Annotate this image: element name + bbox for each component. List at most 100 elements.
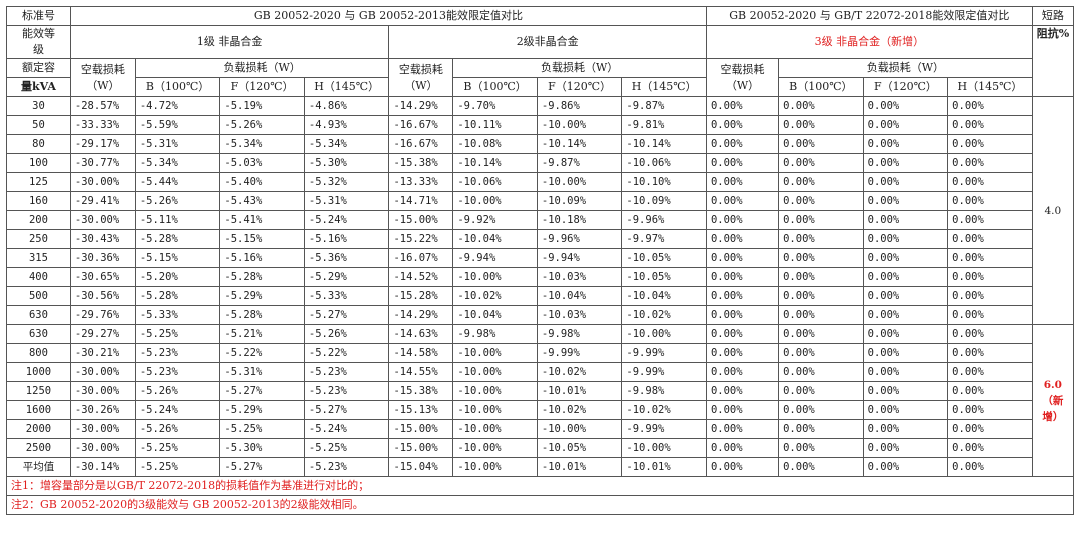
impedance-text: 增） — [1042, 410, 1064, 423]
value-cell: 0.00% — [947, 210, 1033, 230]
value-cell: -5.28% — [219, 305, 305, 325]
value-cell: -10.05% — [621, 248, 707, 268]
value-cell: -10.01% — [621, 457, 707, 477]
value-cell: -10.00% — [452, 362, 538, 382]
value-cell: -5.43% — [219, 191, 305, 211]
value-cell: 0.00% — [778, 134, 864, 154]
value-cell: -10.14% — [621, 134, 707, 154]
value-cell: 0.00% — [947, 267, 1033, 287]
value-cell: -16.07% — [388, 248, 454, 268]
table-row: 50 -33.33% -5.59% -5.26% -4.93% -16.67% -10.11… — [6, 115, 1074, 135]
rated-cap-label-2: 量kVA — [6, 77, 71, 97]
value-cell: -9.99% — [536, 343, 623, 363]
value-cell: -10.00% — [536, 419, 623, 439]
value-cell: 0.00% — [705, 172, 780, 192]
value-cell: -9.99% — [621, 362, 707, 382]
value-cell: 0.00% — [778, 419, 864, 439]
rated-cap-label-1: 额定容 — [6, 58, 71, 78]
value-cell: 0.00% — [862, 457, 949, 477]
value-cell: 0.00% — [778, 115, 864, 135]
value-cell: 0.00% — [862, 172, 949, 192]
value-cell: 0.00% — [778, 191, 864, 211]
impedance-label: 阻抗% — [1031, 25, 1075, 97]
value-cell: -30.00% — [69, 419, 136, 439]
value-cell: 0.00% — [947, 191, 1033, 211]
value-cell: 0.00% — [862, 286, 949, 306]
comparison-document: 标准号 GB 20052-2020 与 GB 20052-2013能效限定值对比… — [6, 6, 1075, 534]
value-cell: -9.92% — [452, 210, 538, 230]
efficiency-comparison-table: 标准号 GB 20052-2020 与 GB 20052-2013能效限定值对比… — [6, 6, 1075, 515]
value-cell: 0.00% — [947, 381, 1033, 401]
value-cell: 0.00% — [862, 134, 949, 154]
value-cell: -5.23% — [134, 362, 221, 382]
value-cell: -10.09% — [536, 191, 623, 211]
col-h-g2: H（145℃） — [621, 77, 707, 97]
value-cell: -30.43% — [69, 229, 136, 249]
capacity-cell: 2500 — [6, 438, 71, 458]
value-cell: -9.70% — [452, 96, 538, 116]
value-cell: -10.03% — [536, 305, 623, 325]
value-cell: -4.93% — [303, 115, 390, 135]
value-cell: -5.26% — [219, 115, 305, 135]
value-cell: -5.03% — [219, 153, 305, 173]
value-cell: -5.27% — [303, 305, 390, 325]
value-cell: -5.34% — [134, 153, 221, 173]
value-cell: -5.27% — [303, 400, 390, 420]
grade3-header: 3级 非晶合金（新增） — [705, 25, 1033, 59]
value-cell: 0.00% — [705, 457, 780, 477]
cmp-right-title: GB 20052-2020 与 GB/T 22072-2018能效限定值对比 — [705, 6, 1033, 26]
value-cell: -5.16% — [303, 229, 390, 249]
value-cell: -5.28% — [134, 286, 221, 306]
value-cell: 0.00% — [778, 96, 864, 116]
value-cell: -9.94% — [536, 248, 623, 268]
value-cell: 0.00% — [947, 362, 1033, 382]
table-row: 315 -30.36% -5.15% -5.16% -5.36% -16.07% -9.94… — [6, 248, 1074, 268]
capacity-cell: 2000 — [6, 419, 71, 439]
value-cell: -30.00% — [69, 381, 136, 401]
value-cell: 0.00% — [947, 172, 1033, 192]
value-cell: 0.00% — [705, 286, 780, 306]
value-cell: -16.67% — [388, 134, 454, 154]
grade-label: 能效等级 — [6, 25, 71, 59]
value-cell: 0.00% — [862, 362, 949, 382]
value-cell: 0.00% — [862, 343, 949, 363]
value-cell: 0.00% — [862, 115, 949, 135]
short-circuit-label: 短路 — [1031, 6, 1075, 26]
footnote: 注2：GB 20052-2020的3级能效与 GB 20052-2013的2级能… — [6, 495, 1074, 515]
value-cell: -30.36% — [69, 248, 136, 268]
value-cell: -30.21% — [69, 343, 136, 363]
value-cell: -10.01% — [536, 381, 623, 401]
value-cell: 0.00% — [705, 115, 780, 135]
table-row: 2500 -30.00% -5.25% -5.30% -5.25% -15.00% -10.… — [6, 438, 1074, 458]
value-cell: 0.00% — [778, 286, 864, 306]
value-cell: -15.00% — [388, 438, 454, 458]
value-cell: -5.33% — [134, 305, 221, 325]
value-cell: -5.31% — [303, 191, 390, 211]
value-cell: -5.25% — [219, 419, 305, 439]
value-cell: -10.00% — [452, 457, 538, 477]
capacity-cell: 200 — [6, 210, 71, 230]
value-cell: -30.56% — [69, 286, 136, 306]
value-cell: 0.00% — [705, 153, 780, 173]
value-cell: -10.02% — [621, 305, 707, 325]
table-row: 1250 -30.00% -5.26% -5.27% -5.23% -15.38% -10.… — [6, 381, 1074, 401]
value-cell: -15.04% — [388, 457, 454, 477]
value-cell: 0.00% — [947, 229, 1033, 249]
col-f-g3: F（120℃） — [862, 77, 949, 97]
value-cell: -10.18% — [536, 210, 623, 230]
impedance-text: 6.0 — [1043, 378, 1062, 391]
value-cell: -5.15% — [219, 229, 305, 249]
value-cell: -5.30% — [303, 153, 390, 173]
value-cell: 0.00% — [947, 400, 1033, 420]
value-cell: -10.02% — [536, 362, 623, 382]
value-cell: -5.41% — [219, 210, 305, 230]
value-cell: -5.27% — [219, 381, 305, 401]
value-cell: 0.00% — [705, 96, 780, 116]
value-cell: -5.23% — [303, 381, 390, 401]
value-cell: 0.00% — [947, 305, 1033, 325]
header-row-temps: 量kVA B（100℃） F（120℃） H（145℃） B（100℃） F（1… — [6, 77, 1074, 97]
value-cell: -9.87% — [621, 96, 707, 116]
grade1-header: 1级 非晶合金 — [69, 25, 390, 59]
value-cell: 0.00% — [778, 400, 864, 420]
capacity-cell: 400 — [6, 267, 71, 287]
